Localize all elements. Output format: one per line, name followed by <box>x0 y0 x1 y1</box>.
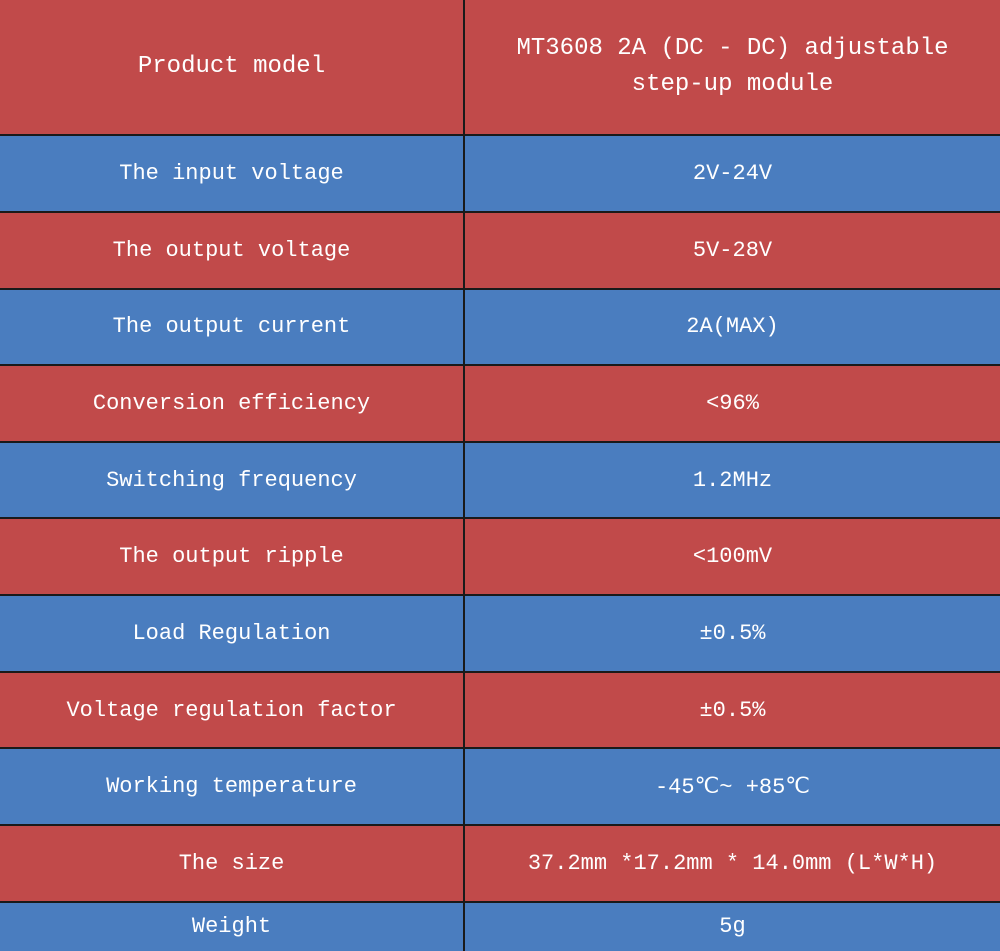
spec-value: -45℃~ +85℃ <box>465 749 1000 824</box>
spec-table: Product modelMT3608 2A (DC - DC) adjusta… <box>0 0 1000 951</box>
table-row: Voltage regulation factor±0.5% <box>0 673 1000 750</box>
spec-label: Product model <box>0 0 465 134</box>
spec-value: 2A(MAX) <box>465 290 1000 365</box>
table-row: Working temperature-45℃~ +85℃ <box>0 749 1000 826</box>
table-row: The size37.2mm *17.2mm * 14.0mm (L*W*H) <box>0 826 1000 903</box>
spec-label: The size <box>0 826 465 901</box>
table-row: Load Regulation±0.5% <box>0 596 1000 673</box>
spec-label: Working temperature <box>0 749 465 824</box>
spec-value: 37.2mm *17.2mm * 14.0mm (L*W*H) <box>465 826 1000 901</box>
spec-label: The output current <box>0 290 465 365</box>
spec-label: The input voltage <box>0 136 465 211</box>
spec-label: The output voltage <box>0 213 465 288</box>
spec-value: ±0.5% <box>465 673 1000 748</box>
spec-value: 5V-28V <box>465 213 1000 288</box>
table-row: Weight5g <box>0 903 1000 951</box>
spec-value: ±0.5% <box>465 596 1000 671</box>
spec-label: Weight <box>0 903 465 951</box>
table-row: The output voltage5V-28V <box>0 213 1000 290</box>
spec-value: <100mV <box>465 519 1000 594</box>
spec-label: The output ripple <box>0 519 465 594</box>
table-row: Product modelMT3608 2A (DC - DC) adjusta… <box>0 0 1000 136</box>
spec-value: 2V-24V <box>465 136 1000 211</box>
spec-value: <96% <box>465 366 1000 441</box>
table-row: The output current2A(MAX) <box>0 290 1000 367</box>
spec-label: Switching frequency <box>0 443 465 518</box>
spec-label: Conversion efficiency <box>0 366 465 441</box>
spec-value: MT3608 2A (DC - DC) adjustable step-up m… <box>465 0 1000 134</box>
table-row: The output ripple<100mV <box>0 519 1000 596</box>
spec-value: 5g <box>465 903 1000 951</box>
table-row: The input voltage2V-24V <box>0 136 1000 213</box>
spec-label: Load Regulation <box>0 596 465 671</box>
table-row: Switching frequency1.2MHz <box>0 443 1000 520</box>
spec-label: Voltage regulation factor <box>0 673 465 748</box>
spec-value: 1.2MHz <box>465 443 1000 518</box>
table-row: Conversion efficiency<96% <box>0 366 1000 443</box>
